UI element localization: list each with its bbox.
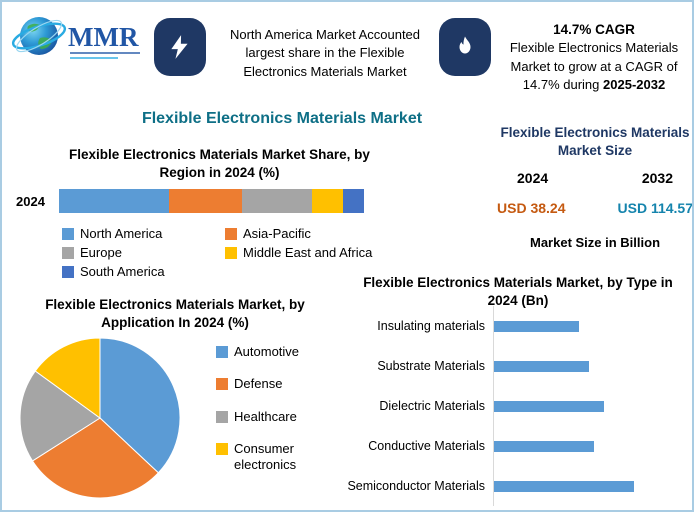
callout-north-america: North America Market Accounted largest s… (213, 26, 437, 81)
type-bar-label: Semiconductor Materials (347, 479, 485, 493)
market-size-value-2032: USD 114.57 (617, 200, 693, 216)
market-size-value-2024: USD 38.24 (497, 200, 566, 216)
type-bar-label: Insulating materials (377, 319, 485, 333)
type-bar-area (493, 346, 691, 386)
legend-label: Automotive (234, 344, 300, 359)
type-bar-area (493, 386, 691, 426)
type-bar (494, 360, 589, 372)
legend-label: Defense (234, 376, 283, 392)
type-bar-row: Insulating materials (347, 306, 691, 346)
type-bar-area (493, 466, 691, 506)
type-bar (494, 320, 579, 332)
type-bar-area (493, 426, 691, 466)
legend-swatch (216, 442, 228, 455)
legend-label: Asia-Pacific (243, 226, 311, 241)
logo-text: MMR (68, 22, 139, 52)
type-chart-title: Flexible Electronics Materials Market, b… (363, 275, 673, 308)
lightning-tile (154, 18, 206, 76)
legend-item: Automotive (216, 344, 336, 360)
region-stacked-bar (59, 189, 364, 213)
callout-cagr-title: 14.7% CAGR (553, 22, 635, 37)
region-bar-segment (312, 189, 343, 213)
legend-label: Healthcare (234, 408, 297, 424)
callout-cagr-period: 2025-2032 (603, 77, 666, 93)
legend-item: Asia-Pacific (225, 226, 397, 241)
region-bar-segment (168, 189, 242, 213)
legend-item: South America (62, 264, 225, 279)
pie-slice (34, 337, 101, 419)
pie-slice (31, 417, 160, 499)
legend-swatch (62, 265, 74, 278)
pie-slice (99, 337, 181, 474)
legend-item: Healthcare (216, 409, 336, 425)
region-legend: North America Asia-Pacific Europe Middle Ea… (62, 226, 397, 279)
type-bar-area (493, 306, 691, 346)
legend-label: Middle East and Africa (243, 245, 373, 260)
market-size-years: 2024 2032 (499, 170, 691, 186)
legend-label: Europe (80, 245, 122, 260)
flame-tile (439, 18, 491, 76)
type-bar-label: Substrate Materials (377, 359, 485, 373)
type-bar-row: Dielectric Materials (347, 386, 691, 426)
legend-swatch (225, 246, 237, 259)
legend-item: Europe (62, 245, 225, 260)
market-size-year-2032: 2032 (641, 170, 673, 186)
type-bar-label: Dielectric Materials (379, 399, 485, 413)
legend-swatch (62, 227, 74, 240)
market-size-title: Flexible Electronics Materials Market Si… (500, 125, 690, 159)
application-pie (19, 337, 181, 499)
callout-cagr-text: Flexible Electronics Materials Market to… (509, 40, 679, 93)
legend-label: South America (80, 264, 165, 279)
region-row-label: 2024 (16, 194, 45, 209)
region-bar-segment (59, 189, 169, 213)
legend-swatch (225, 227, 237, 240)
market-size-note: Market Size in Billion (529, 235, 661, 250)
type-bar (494, 480, 634, 492)
legend-item: North America (62, 226, 225, 241)
legend-label: Consumer electronics (234, 440, 297, 472)
legend-swatch (216, 378, 228, 391)
type-bar (494, 440, 594, 452)
type-bar-row: Conductive Materials (347, 426, 691, 466)
flame-icon (459, 36, 471, 54)
page-title: Flexible Electronics Materials Market (141, 110, 423, 127)
type-bar-label: Conductive Materials (368, 439, 485, 453)
application-chart-title: Flexible Electronics Materials Market, b… (45, 297, 305, 330)
legend-swatch (216, 346, 228, 358)
type-bar (494, 400, 604, 412)
legend-swatch (62, 246, 74, 259)
region-bar-segment (342, 189, 364, 213)
callout-north-america-text: North America Market Accounted largest s… (229, 27, 421, 79)
legend-item: Consumer electronics (216, 441, 336, 474)
callout-cagr: 14.7% CAGR Flexible Electronics Material… (496, 20, 692, 95)
application-legend: Automotive Defense Healthcare Consumer elec… (216, 344, 336, 489)
region-chart-title: Flexible Electronics Materials Market Sh… (69, 147, 370, 180)
lightning-icon (171, 35, 188, 59)
globe-icon (11, 17, 67, 55)
legend-item: Middle East and Africa (225, 245, 397, 260)
mmr-logo: MMR (11, 17, 140, 59)
market-size-values: USD 38.24 USD 114.57 (497, 200, 693, 216)
legend-swatch (216, 410, 228, 423)
legend-item: Defense (216, 376, 336, 392)
market-size-year-2024: 2024 (517, 170, 549, 186)
legend-label: North America (80, 226, 163, 241)
type-bar-row: Substrate Materials (347, 346, 691, 386)
type-bar-rows: Insulating materials Substrate Materials D… (347, 306, 691, 506)
pie-slice (19, 370, 101, 462)
type-bar-row: Semiconductor Materials (347, 466, 691, 506)
region-bar-segment (241, 189, 313, 213)
